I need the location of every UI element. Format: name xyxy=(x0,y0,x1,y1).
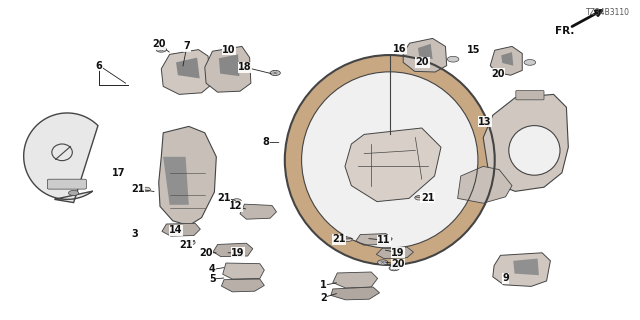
Text: 9: 9 xyxy=(502,273,509,284)
Text: TZ34B3110: TZ34B3110 xyxy=(586,8,630,17)
Circle shape xyxy=(378,260,388,265)
Text: 10: 10 xyxy=(222,44,236,55)
Circle shape xyxy=(343,237,352,242)
Text: 13: 13 xyxy=(478,116,492,127)
Text: 19: 19 xyxy=(391,248,405,258)
Circle shape xyxy=(68,190,79,196)
Circle shape xyxy=(417,58,428,63)
Polygon shape xyxy=(490,46,522,75)
Polygon shape xyxy=(501,52,513,66)
Text: 17: 17 xyxy=(111,168,125,178)
Text: 21: 21 xyxy=(332,234,346,244)
FancyBboxPatch shape xyxy=(47,179,86,189)
Circle shape xyxy=(389,266,399,271)
Polygon shape xyxy=(403,38,447,72)
Text: 19: 19 xyxy=(231,248,245,258)
Circle shape xyxy=(232,199,241,203)
Text: 12: 12 xyxy=(228,201,243,212)
Polygon shape xyxy=(205,46,251,92)
Polygon shape xyxy=(221,279,264,292)
Polygon shape xyxy=(331,287,380,300)
Polygon shape xyxy=(418,44,433,59)
Text: 20: 20 xyxy=(199,248,213,258)
Ellipse shape xyxy=(301,72,478,248)
FancyBboxPatch shape xyxy=(516,91,544,100)
Circle shape xyxy=(447,56,459,62)
Circle shape xyxy=(156,47,166,52)
Polygon shape xyxy=(159,126,216,226)
Ellipse shape xyxy=(285,55,495,265)
Text: 20: 20 xyxy=(391,259,405,269)
Circle shape xyxy=(524,60,536,65)
Text: 5: 5 xyxy=(209,274,216,284)
Polygon shape xyxy=(493,253,550,286)
Text: 16: 16 xyxy=(393,44,407,54)
Circle shape xyxy=(186,240,195,245)
Circle shape xyxy=(141,187,150,192)
Text: 15: 15 xyxy=(467,44,481,55)
Polygon shape xyxy=(240,204,276,219)
Polygon shape xyxy=(176,58,200,78)
Polygon shape xyxy=(513,259,539,275)
Polygon shape xyxy=(161,50,211,94)
Text: 1: 1 xyxy=(320,280,326,291)
Circle shape xyxy=(492,72,502,77)
Polygon shape xyxy=(356,234,392,245)
Text: 20: 20 xyxy=(415,57,429,68)
Text: 7: 7 xyxy=(184,41,190,52)
Text: 2: 2 xyxy=(320,292,326,303)
Text: FR.: FR. xyxy=(555,26,574,36)
Text: 14: 14 xyxy=(169,225,183,236)
Text: 8: 8 xyxy=(262,137,269,148)
Polygon shape xyxy=(376,247,413,259)
Text: 21: 21 xyxy=(131,184,145,194)
Polygon shape xyxy=(213,243,253,257)
Text: 21: 21 xyxy=(217,193,231,203)
Polygon shape xyxy=(333,272,378,288)
Ellipse shape xyxy=(509,125,560,175)
Text: 20: 20 xyxy=(491,68,505,79)
Polygon shape xyxy=(163,157,189,205)
Text: 18: 18 xyxy=(238,62,252,72)
Text: 3: 3 xyxy=(131,228,138,239)
Text: 11: 11 xyxy=(377,235,391,245)
Circle shape xyxy=(270,70,280,76)
Circle shape xyxy=(415,196,424,200)
Text: 20: 20 xyxy=(152,39,166,49)
Polygon shape xyxy=(219,54,239,76)
Polygon shape xyxy=(162,223,200,236)
Text: 4: 4 xyxy=(209,264,216,275)
Polygon shape xyxy=(223,263,264,279)
Text: 21: 21 xyxy=(179,240,193,250)
Polygon shape xyxy=(483,94,568,191)
Polygon shape xyxy=(458,166,512,203)
Text: 6: 6 xyxy=(96,60,102,71)
Polygon shape xyxy=(24,113,98,203)
Polygon shape xyxy=(345,128,441,202)
Text: 21: 21 xyxy=(420,193,435,203)
